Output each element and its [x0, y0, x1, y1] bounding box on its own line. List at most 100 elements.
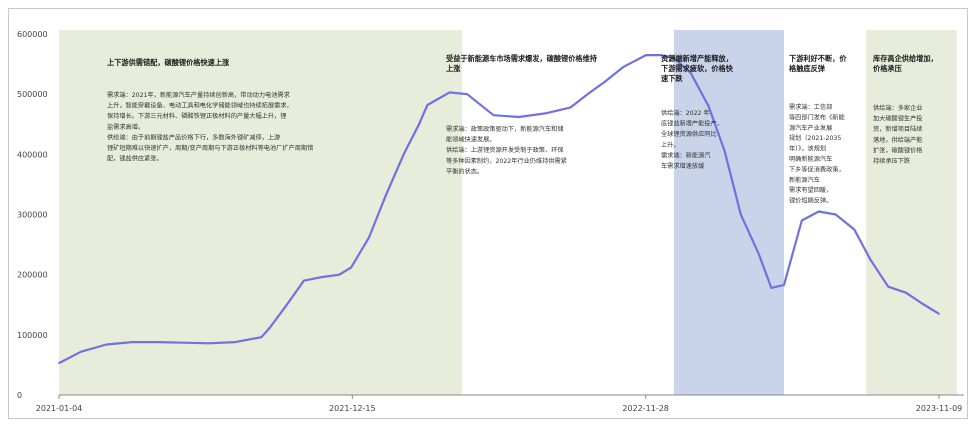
annotation-line: 配，锂盐供应紧张。	[107, 155, 163, 163]
data-point	[905, 291, 907, 294]
annotation-line: 盐需求高增。	[107, 123, 144, 131]
annotation-title: 上下游供需错配，碳酸锂价格快速上涨	[107, 58, 230, 67]
data-point	[518, 116, 520, 118]
data-point	[402, 153, 405, 156]
data-point	[80, 350, 82, 353]
annotation-line: 车需求增速放缓	[661, 162, 705, 170]
annotation-line: 持续承压下跌	[873, 157, 910, 165]
data-point	[938, 312, 940, 315]
annotation-line: 供给端：多家企业	[873, 104, 923, 112]
annotation-line: 需求端：工信部	[789, 103, 832, 111]
data-point	[603, 81, 606, 83]
data-point	[350, 266, 353, 269]
annotation-line: 底锂盐新增产能投产，	[661, 120, 723, 128]
y-tick-label: 600000	[17, 30, 48, 39]
annotation-line: 需求端：2021年，新能源汽车产量持续创新高，带动动力电池需求	[107, 91, 290, 99]
annotation-1: 上下游供需错配，碳酸锂价格快速上涨需求端：2021年，新能源汽车产量持续创新高，…	[107, 58, 313, 163]
annotation-line: 上升。	[661, 141, 680, 149]
data-point	[887, 285, 889, 288]
annotation-line: 下乡等促消费政策，	[789, 165, 845, 173]
annotation-line: 需求端：政策政策驱动下，新能源汽车和储	[446, 125, 564, 133]
data-point	[338, 273, 341, 276]
annotation-title: 速下跌	[661, 74, 683, 83]
annotation-line: 资，新增项目陆续	[873, 125, 923, 133]
data-point	[269, 326, 271, 329]
annotation-line: 扩张，碳酸锂价格	[873, 146, 923, 154]
annotation-line: 等四部门发布《新能	[789, 113, 845, 121]
data-point	[757, 252, 760, 255]
y-tick-label: 500000	[17, 90, 48, 99]
data-point	[234, 341, 236, 343]
price-line-series	[58, 54, 940, 365]
y-tick-label: 0	[17, 391, 22, 400]
annotation-line: 全球锂资源供应同比	[661, 130, 717, 138]
data-point	[673, 57, 675, 59]
annotation-line: 新能源汽车	[789, 176, 820, 184]
data-point	[320, 276, 323, 278]
data-point	[182, 341, 185, 344]
data-point	[569, 106, 572, 109]
annotation-title: 下游利好不断，价	[789, 54, 847, 63]
annotations: 上下游供需错配，碳酸锂价格快速上涨需求端：2021年，新能源汽车产量持续创新高，…	[107, 54, 938, 205]
data-point	[302, 279, 305, 282]
y-tick-label: 300000	[17, 211, 48, 220]
annotation-2: 受益于新能源车市场需求爆发，碳酸锂价格维持上涨需求端：政策政策驱动下，新能源汽车…	[446, 54, 598, 175]
annotation-line: 加大碳酸锂生产投	[873, 115, 923, 123]
data-point	[544, 112, 546, 115]
data-point	[817, 210, 820, 213]
price-line	[58, 54, 940, 365]
y-axis-ticks: 0 100000 200000 300000 400000 500000 600000	[17, 30, 48, 400]
annotation-title: 格触底反弹	[789, 64, 826, 73]
annotation-title: 受益于新能源车市场需求爆发，碳酸锂价格维持	[446, 54, 598, 63]
annotation-title: 上涨	[446, 64, 461, 73]
data-point	[586, 93, 589, 95]
annotation-line: 规划（2021-2035	[789, 134, 841, 142]
data-point	[466, 93, 469, 95]
annotation-line: 锂价短期反弹。	[789, 197, 832, 205]
data-point	[659, 54, 662, 56]
data-point	[800, 219, 803, 222]
data-point	[853, 228, 856, 231]
lithium-carbonate-price-chart: 0 100000 200000 300000 400000 500000 600000 20…	[17, 30, 964, 413]
annotation-line: 供给端：上游锂资源开发受制于政策、环保	[446, 146, 564, 154]
data-point	[723, 150, 726, 153]
annotation-line: 明确新能源汽车	[789, 155, 832, 163]
annotation-line: 供给端：由于前期锂盐产品价格下行，多数海外锂矿减停，上游	[107, 133, 280, 141]
data-point	[492, 114, 495, 117]
annotation-line: 上升，智能穿戴设备、电动工具和电化学储能领域也持续拓展需求，	[107, 102, 293, 110]
shaded-region-2	[673, 30, 785, 395]
x-tick-label: 2023-11-09	[916, 404, 963, 413]
data-point	[260, 336, 263, 339]
data-point	[740, 213, 742, 216]
shaded-region-3	[866, 30, 957, 395]
annotation-title: 下游需求疲软，价格快	[661, 64, 734, 73]
annotation-line: 能领域快速发展。	[446, 136, 496, 144]
data-point	[921, 302, 923, 305]
y-tick-label: 100000	[17, 331, 48, 340]
data-point	[770, 287, 773, 289]
annotation-title: 价格承压	[873, 64, 903, 73]
x-tick-label: 2021-12-15	[329, 404, 376, 413]
data-point	[448, 91, 451, 94]
shaded-region-1	[59, 30, 463, 395]
data-point	[418, 123, 420, 126]
x-axis-ticks: 2021-01-04 2021-12-15 2022-11-28 2023-11-09	[36, 395, 963, 413]
data-point	[131, 341, 133, 343]
x-tick-label: 2021-01-04	[36, 404, 83, 413]
annotation-line: 年）》，该规划	[789, 145, 826, 153]
annotation-title: 资源端新增产能释放，	[661, 54, 733, 63]
y-tick-label: 400000	[17, 150, 48, 159]
annotation-line: 需求有望回暖，	[789, 186, 832, 194]
data-point	[834, 213, 837, 216]
data-point	[426, 104, 429, 106]
annotation-line: 需求端：新能源汽	[661, 151, 711, 159]
annotation-line: 平衡的状态。	[446, 167, 483, 175]
y-tick-label: 200000	[17, 271, 48, 280]
background-regions	[59, 30, 957, 395]
data-point	[286, 303, 288, 306]
annotation-5: 库存高企供给增加，价格承压供给端：多家企业加大碳酸锂生产投资，新增项目陆续落地，…	[873, 54, 938, 165]
data-point	[783, 284, 785, 286]
annotation-title: 库存高企供给增加，	[873, 54, 938, 63]
chart-frame: 0 100000 200000 300000 400000 500000 600000 20…	[8, 8, 968, 419]
